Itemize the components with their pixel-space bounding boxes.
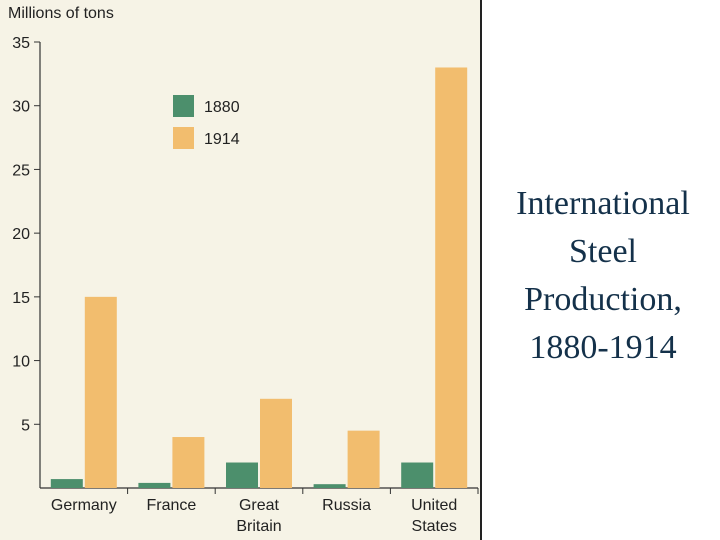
bar-1914-france bbox=[172, 437, 205, 488]
y-tick-label: 35 bbox=[12, 35, 30, 52]
bar-1880-united-states bbox=[401, 462, 434, 488]
y-tick-label: 10 bbox=[12, 354, 30, 371]
bar-1880-russia bbox=[313, 484, 346, 488]
bar-1914-great-britain bbox=[260, 398, 292, 488]
slide-title-line: Production, bbox=[524, 281, 682, 318]
legend-label-1880: 1880 bbox=[204, 99, 240, 116]
y-tick-label: 15 bbox=[12, 290, 30, 307]
bar-1914-united-states bbox=[435, 67, 468, 488]
y-tick-label: 20 bbox=[12, 226, 30, 243]
x-category-label: Britain bbox=[236, 518, 281, 535]
y-tick-label: 30 bbox=[12, 99, 30, 116]
y-tick-label: 5 bbox=[21, 417, 30, 434]
bar-1914-russia bbox=[347, 430, 380, 488]
y-axis-unit-label: Millions of tons bbox=[8, 5, 114, 22]
bar-1880-france bbox=[138, 482, 171, 488]
slide-title-line: Steel bbox=[569, 233, 637, 270]
slide-title-line: 1880-1914 bbox=[529, 329, 677, 366]
x-category-label: France bbox=[147, 497, 197, 514]
y-tick-label: 25 bbox=[12, 162, 30, 179]
bar-1914-germany bbox=[84, 296, 117, 488]
x-category-label: Germany bbox=[51, 497, 117, 514]
bar-1880-great-britain bbox=[226, 462, 258, 488]
bar-1880-germany bbox=[50, 479, 83, 488]
x-category-label: Russia bbox=[322, 497, 371, 514]
x-category-label: States bbox=[412, 518, 457, 535]
legend: 1880 1914 bbox=[173, 95, 240, 149]
legend-swatch-1880 bbox=[173, 95, 194, 117]
bar-chart: Millions of tons 5 10 15 20 25 30 35 Germany Fr… bbox=[8, 5, 479, 535]
slide-title-line: International bbox=[516, 185, 690, 222]
x-category-label: United bbox=[411, 497, 457, 514]
legend-swatch-1914 bbox=[173, 127, 194, 149]
bars bbox=[50, 67, 468, 488]
legend-label-1914: 1914 bbox=[204, 131, 240, 148]
x-category-label: Great bbox=[239, 497, 280, 514]
slide-title: International Steel Production, 1880-191… bbox=[486, 180, 720, 372]
y-axis-ticks: 5 10 15 20 25 30 35 bbox=[12, 35, 40, 434]
chart-panel: Millions of tons 5 10 15 20 25 30 35 Germany Fr… bbox=[0, 0, 482, 540]
x-axis-category-labels: Germany France Great Britain Russia United Sta… bbox=[51, 488, 479, 535]
